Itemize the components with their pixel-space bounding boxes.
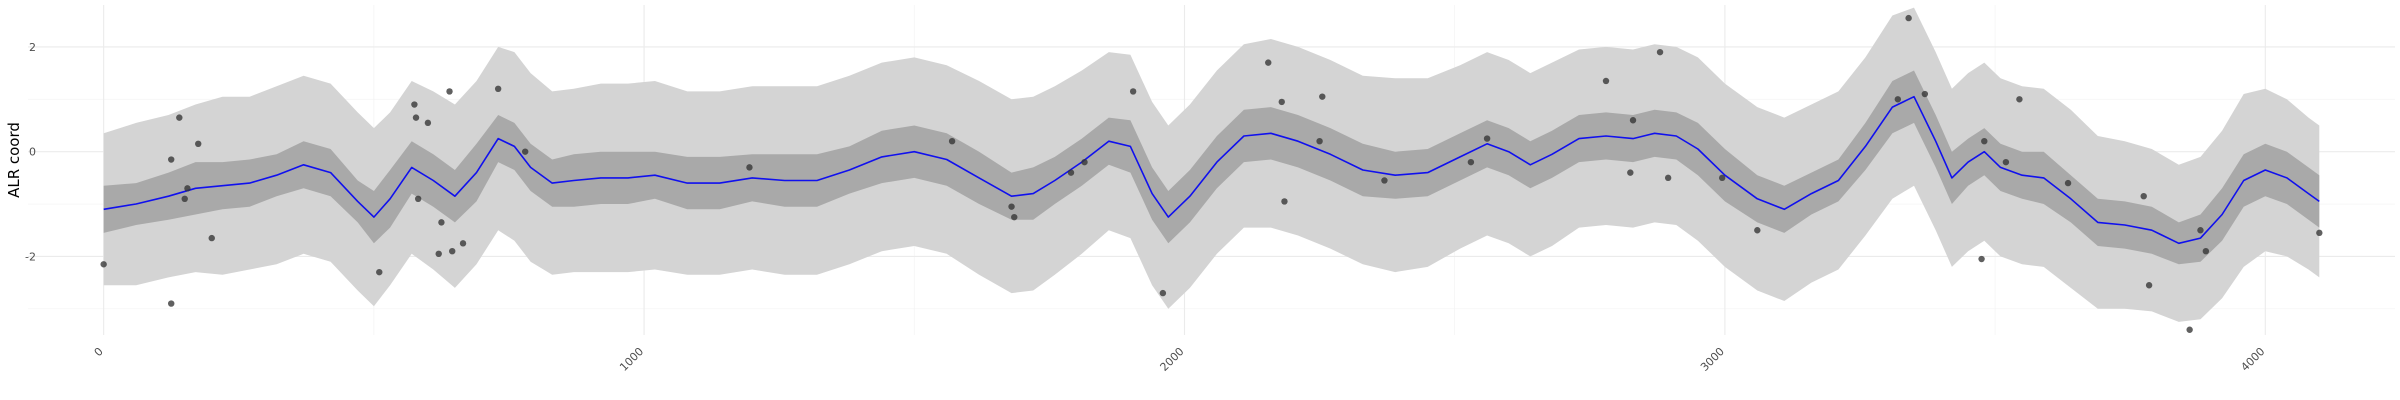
data-point bbox=[459, 240, 467, 247]
data-point bbox=[2002, 158, 2010, 166]
data-point bbox=[1627, 169, 1634, 176]
x-tick-label: 4000 bbox=[2238, 345, 2267, 374]
data-point bbox=[2186, 326, 2193, 333]
y-tick-label: 0 bbox=[29, 146, 36, 159]
data-point bbox=[1981, 137, 1988, 145]
data-point bbox=[1718, 174, 1726, 182]
data-point bbox=[1011, 213, 1018, 221]
data-point bbox=[1067, 169, 1075, 176]
data-point bbox=[1978, 255, 1985, 263]
data-point bbox=[1081, 158, 1088, 166]
data-point bbox=[2197, 227, 2204, 234]
data-point bbox=[1483, 135, 1491, 142]
ribbon-layer bbox=[103, 7, 2320, 322]
data-point bbox=[208, 234, 215, 242]
data-point bbox=[1656, 48, 1664, 56]
data-point bbox=[1159, 289, 1167, 297]
data-point bbox=[412, 114, 420, 121]
mean-line bbox=[103, 95, 2320, 245]
data-point bbox=[1629, 117, 1637, 124]
x-tick-label: 2000 bbox=[1158, 345, 1187, 374]
data-point bbox=[1467, 158, 1475, 166]
data-point bbox=[2145, 282, 2153, 289]
data-point bbox=[449, 247, 456, 255]
data-point bbox=[1316, 137, 1323, 145]
data-point bbox=[168, 300, 175, 307]
observation-points-layer bbox=[100, 14, 2323, 333]
y-axis-tick-labels: -2 0 2 bbox=[25, 41, 36, 264]
data-point bbox=[176, 114, 183, 121]
mean-line-layer bbox=[103, 95, 2320, 245]
data-point bbox=[2316, 229, 2323, 237]
inner-confidence-band bbox=[103, 70, 2320, 265]
data-point bbox=[2202, 247, 2210, 255]
x-tick-label: 1000 bbox=[617, 345, 646, 374]
data-point bbox=[446, 88, 453, 95]
data-point bbox=[195, 140, 202, 148]
data-point bbox=[1319, 93, 1326, 100]
x-tick-label: 0 bbox=[92, 345, 106, 359]
data-point bbox=[2064, 179, 2072, 187]
data-point bbox=[1381, 177, 1388, 184]
data-point bbox=[746, 164, 753, 171]
data-point bbox=[168, 156, 175, 163]
data-point bbox=[1664, 174, 1672, 182]
x-tick-label: 3000 bbox=[1698, 345, 1727, 374]
y-axis-title: ALR coord bbox=[5, 122, 23, 198]
data-point bbox=[1921, 90, 1929, 98]
data-point bbox=[181, 195, 188, 203]
data-point bbox=[438, 219, 445, 226]
x-axis-tick-labels: 0 1000 2000 3000 4000 bbox=[92, 345, 2268, 374]
data-point bbox=[1265, 59, 1272, 66]
y-tick-label: -2 bbox=[25, 250, 36, 263]
data-point bbox=[424, 119, 432, 127]
data-point bbox=[414, 195, 422, 203]
data-point bbox=[494, 85, 502, 93]
data-point bbox=[1281, 198, 1288, 205]
data-point bbox=[376, 268, 383, 276]
data-point bbox=[1278, 98, 1285, 106]
data-point bbox=[435, 250, 442, 258]
data-point bbox=[184, 185, 191, 192]
data-point bbox=[1754, 227, 1761, 234]
data-point bbox=[521, 148, 529, 155]
data-point bbox=[1129, 88, 1137, 95]
y-tick-label: 2 bbox=[29, 41, 36, 54]
data-point bbox=[1008, 203, 1015, 210]
data-point bbox=[1602, 77, 1610, 85]
data-point bbox=[1905, 14, 1912, 22]
data-point bbox=[1894, 96, 1902, 103]
data-point bbox=[100, 261, 107, 268]
data-point bbox=[2140, 192, 2147, 200]
data-point bbox=[948, 137, 956, 145]
data-point bbox=[411, 101, 418, 108]
data-point bbox=[2016, 96, 2023, 103]
